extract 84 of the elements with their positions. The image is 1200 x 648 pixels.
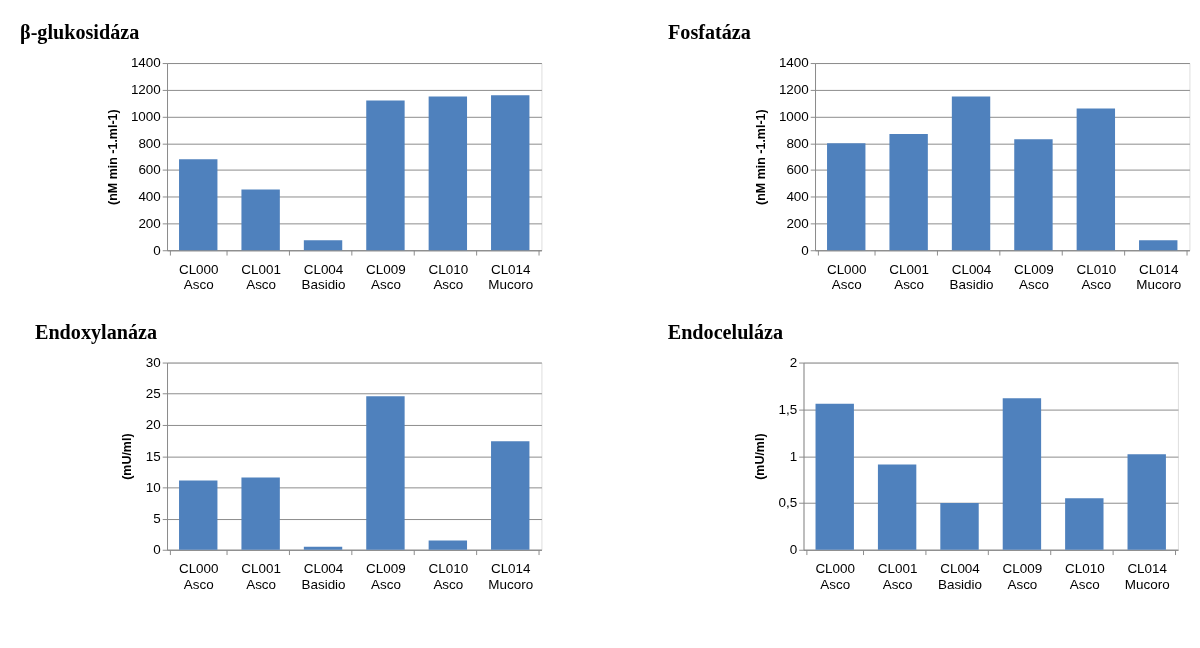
- y-tick-label: 20: [145, 417, 161, 433]
- y-tick-label: 800: [138, 135, 161, 151]
- x-tick-label: CL014 Mucoro: [1136, 261, 1182, 293]
- x-tick-label: CL004 Basidio: [301, 561, 346, 592]
- y-tick-label: 800: [786, 135, 809, 151]
- x-tick-label: CL000 Asco: [178, 561, 219, 592]
- bar: [877, 464, 917, 550]
- x-tick-label: CL010 Asco: [1065, 561, 1105, 592]
- y-axis-title: (mU/ml): [753, 433, 768, 480]
- bar: [491, 441, 530, 550]
- bar: [1065, 498, 1104, 550]
- y-tick-label: 0,5: [778, 495, 798, 511]
- chart-title: Fosfatáza: [668, 21, 751, 44]
- chart-title: β-glukosidáza: [20, 21, 140, 45]
- bar: [179, 480, 218, 550]
- x-tick-label: CL000 Asco: [815, 561, 855, 592]
- x-tick-label: CL001 Asco: [889, 261, 929, 293]
- bar: [303, 546, 343, 550]
- x-tick-label: CL004 Basidio: [301, 261, 346, 293]
- y-tick-label: 0: [153, 542, 161, 558]
- x-tick-label: CL009 Asco: [366, 261, 406, 293]
- bar: [428, 540, 468, 550]
- bar: [1014, 139, 1053, 251]
- y-tick-label: 1000: [778, 108, 809, 124]
- x-tick-label: CL010 Asco: [428, 261, 469, 293]
- x-tick-label: CL000 Asco: [826, 261, 867, 293]
- y-tick-label: 1400: [778, 55, 809, 71]
- y-tick-label: 1000: [130, 108, 161, 124]
- y-tick-label: 1: [789, 448, 798, 464]
- y-tick-label: 2: [789, 354, 798, 370]
- bar: [1139, 240, 1178, 251]
- bar: [428, 96, 468, 251]
- y-tick-label: 15: [145, 448, 161, 464]
- x-tick-label: CL009 Asco: [1014, 261, 1054, 293]
- x-tick-label: CL014 Mucoro: [488, 261, 534, 293]
- x-tick-label: CL009 Asco: [366, 561, 406, 592]
- y-tick-label: 200: [786, 215, 809, 231]
- y-axis-title: (nM min -1.ml-1): [105, 109, 120, 205]
- y-tick-label: 1,5: [778, 401, 798, 417]
- x-tick-label: CL001 Asco: [241, 561, 281, 592]
- x-tick-label: CL001 Asco: [241, 261, 281, 293]
- x-tick-label: CL010 Asco: [428, 561, 469, 592]
- y-tick-label: 25: [145, 386, 161, 402]
- y-axis-title: (mU/ml): [120, 433, 135, 480]
- y-tick-label: 30: [145, 354, 161, 370]
- y-tick-label: 1400: [130, 55, 161, 71]
- bar: [366, 100, 405, 251]
- bar: [951, 96, 991, 251]
- x-tick-label: CL004 Basidio: [937, 561, 983, 592]
- y-tick-label: 10: [145, 479, 161, 495]
- x-tick-label: CL001 Asco: [877, 561, 918, 592]
- y-tick-label: 600: [786, 162, 809, 178]
- y-tick-label: 200: [138, 215, 161, 231]
- y-tick-label: 0: [789, 542, 798, 558]
- x-tick-label: CL014 Mucoro: [1124, 561, 1170, 592]
- bar: [940, 502, 979, 550]
- y-tick-label: 0: [153, 242, 161, 258]
- x-tick-label: CL009 Asco: [1002, 561, 1043, 592]
- bar: [1076, 108, 1116, 251]
- bar: [889, 133, 928, 251]
- y-tick-label: 1200: [130, 82, 161, 98]
- y-tick-label: 1200: [778, 82, 809, 98]
- x-tick-label: CL010 Asco: [1076, 261, 1117, 293]
- bar: [179, 159, 218, 251]
- bar: [815, 403, 854, 550]
- bar: [241, 477, 280, 550]
- bar: [491, 95, 530, 251]
- x-tick-label: CL004 Basidio: [949, 261, 994, 293]
- bar: [1127, 454, 1166, 550]
- y-axis-title: (nM min -1.ml-1): [753, 109, 768, 205]
- bar: [1002, 398, 1042, 550]
- x-tick-label: CL000 Asco: [178, 261, 219, 293]
- bar: [827, 143, 866, 251]
- y-tick-label: 5: [153, 510, 161, 526]
- bar: [241, 189, 280, 251]
- y-tick-label: 400: [786, 189, 809, 205]
- bar: [303, 240, 343, 251]
- x-tick-label: CL014 Mucoro: [488, 561, 534, 592]
- y-tick-label: 600: [138, 162, 161, 178]
- chart-title: Endoceluláza: [667, 320, 784, 343]
- bar: [366, 396, 405, 550]
- y-tick-label: 0: [801, 242, 809, 258]
- y-tick-label: 400: [138, 189, 161, 205]
- chart-title: Endoxylanáza: [34, 320, 158, 344]
